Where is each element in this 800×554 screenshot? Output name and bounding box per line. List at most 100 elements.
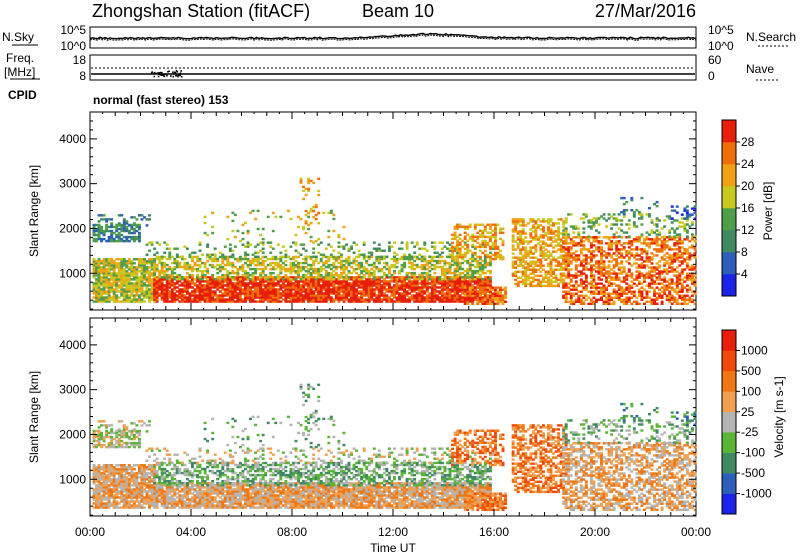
power-cell xyxy=(663,286,667,289)
power-cell xyxy=(476,294,480,297)
power-cell xyxy=(244,300,247,303)
power-cell xyxy=(183,298,187,301)
power-cell xyxy=(428,255,432,258)
power-cell xyxy=(491,257,495,261)
power-cell xyxy=(425,263,429,267)
power-cell xyxy=(319,257,323,261)
power-cell xyxy=(400,255,404,259)
power-cell xyxy=(531,280,535,284)
power-cell xyxy=(304,265,308,269)
power-cell xyxy=(387,288,391,291)
power-cell xyxy=(385,284,389,287)
power-cell xyxy=(617,276,621,279)
power-cell xyxy=(602,264,606,267)
power-cell xyxy=(481,229,485,233)
power-cell xyxy=(463,231,467,235)
power-cell xyxy=(572,294,576,297)
power-cell xyxy=(610,240,614,243)
power-cell xyxy=(145,268,149,271)
power-cell xyxy=(589,280,593,283)
power-cell xyxy=(185,288,189,291)
power-cell xyxy=(481,259,485,263)
power-cell xyxy=(271,294,275,297)
power-cell xyxy=(362,284,366,287)
power-cell xyxy=(390,245,394,248)
power-cell xyxy=(183,261,187,265)
power-cell xyxy=(403,278,407,281)
power-cell xyxy=(476,275,480,279)
power-cell xyxy=(337,290,341,293)
power-cell xyxy=(115,286,119,289)
power-cell xyxy=(276,298,280,301)
power-cell xyxy=(635,300,639,304)
power-cell xyxy=(595,298,598,301)
power-cell xyxy=(468,263,472,267)
power-cell xyxy=(107,286,111,289)
power-cell xyxy=(668,278,672,281)
power-cell xyxy=(448,271,452,275)
power-cell xyxy=(415,298,419,301)
power-cell xyxy=(387,269,391,273)
power-cell xyxy=(478,261,482,265)
power-cell xyxy=(122,294,126,297)
power-cell xyxy=(259,282,263,285)
power-cell xyxy=(592,292,596,295)
power-cell xyxy=(362,267,366,271)
power-cell xyxy=(423,275,427,279)
power-cell xyxy=(208,263,212,267)
power-cell xyxy=(289,282,293,285)
power-cell xyxy=(216,280,220,283)
power-cell xyxy=(350,298,353,301)
power-cell xyxy=(372,241,376,244)
power-cell xyxy=(294,241,298,244)
power-cell xyxy=(304,261,308,265)
power-cell xyxy=(481,290,485,293)
power-cell xyxy=(653,268,656,271)
power-cell xyxy=(345,257,348,261)
power-cell xyxy=(102,214,106,217)
power-cell xyxy=(496,300,500,304)
power-cell xyxy=(246,241,250,244)
power-cell xyxy=(309,290,313,293)
power-cell xyxy=(309,265,313,269)
power-cell xyxy=(448,288,452,291)
power-cell xyxy=(347,300,351,303)
power-cell xyxy=(443,275,447,279)
power-cell xyxy=(115,223,119,227)
power-cell xyxy=(345,294,348,297)
power-cell xyxy=(476,255,480,259)
power-cell xyxy=(605,254,609,257)
power-cell xyxy=(110,223,114,227)
power-cell xyxy=(105,296,109,299)
power-cell xyxy=(208,286,212,289)
power-cell xyxy=(458,273,462,277)
power-cell xyxy=(478,298,482,301)
power-cell xyxy=(526,268,530,271)
power-cell xyxy=(425,284,429,287)
power-cell xyxy=(367,263,371,267)
power-cell xyxy=(92,266,96,269)
power-cell xyxy=(372,271,376,275)
power-cell xyxy=(327,263,331,267)
power-cell xyxy=(168,282,172,285)
power-cell xyxy=(499,290,502,293)
power-cell xyxy=(208,288,212,291)
power-cell xyxy=(617,248,621,251)
power-cell xyxy=(367,284,371,287)
power-cell xyxy=(322,280,326,283)
power-cell xyxy=(337,265,341,269)
power-cell xyxy=(443,245,447,248)
power-cell xyxy=(281,290,285,293)
power-cell xyxy=(193,288,197,291)
power-cell xyxy=(360,298,364,301)
power-cell xyxy=(478,275,482,279)
power-cell xyxy=(175,294,179,297)
power-cell xyxy=(456,261,460,265)
power-cell xyxy=(645,236,649,239)
power-cell xyxy=(582,288,586,291)
power-cell xyxy=(355,255,359,259)
power-cell xyxy=(534,246,538,249)
power-cell xyxy=(483,302,487,306)
power-cell xyxy=(557,230,561,233)
power-cell xyxy=(168,277,172,281)
